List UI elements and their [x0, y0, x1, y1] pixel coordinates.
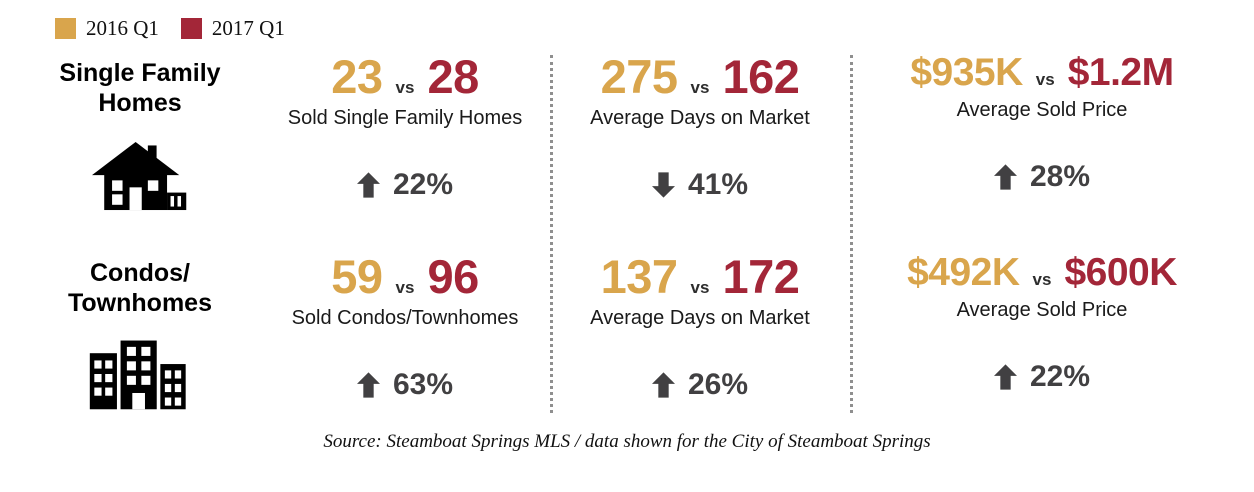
- arrow-up-icon: [993, 164, 1017, 190]
- arrow-up-icon: [356, 372, 380, 398]
- value-2016-q1: 23: [331, 50, 383, 103]
- value-2016-q1: 137: [600, 250, 678, 303]
- vs-label: vs: [690, 278, 710, 297]
- change-percent: 22%: [1029, 360, 1091, 393]
- value-2017-q1: $600K: [1064, 251, 1177, 294]
- source-note: Source: Steamboat Springs MLS / data sho…: [323, 431, 931, 452]
- row-header-condos-townhomes: Condos/ Townhomes: [20, 253, 260, 415]
- change-percent: 26%: [687, 368, 749, 401]
- stat-change: 28%: [850, 160, 1234, 194]
- vs-label: vs: [1035, 70, 1055, 89]
- stat-change: 41%: [550, 168, 850, 202]
- value-2016-q1: 275: [600, 50, 678, 103]
- arrow-up-icon: [651, 372, 675, 398]
- value-2016-q1: $492K: [907, 251, 1020, 294]
- column-divider: [850, 55, 853, 413]
- stat-label: Average Sold Price: [956, 99, 1128, 121]
- stat-values: $492K vs $600K: [850, 253, 1234, 292]
- row-header-single-family: Single Family Homes: [20, 53, 260, 219]
- stat-label: Sold Single Family Homes: [287, 107, 523, 129]
- stat-values: 275 vs 162: [550, 53, 850, 100]
- value-2017-q1: 162: [722, 50, 800, 103]
- stat-values: 59 vs 96: [260, 253, 550, 300]
- value-2017-q1: 28: [427, 50, 479, 103]
- stats-grid: Single Family Homes 23 vs 28 Sold Si: [0, 53, 1254, 415]
- value-2017-q1: 96: [427, 250, 479, 303]
- vs-label: vs: [395, 78, 415, 97]
- single-family-house-icon: [92, 138, 188, 214]
- legend-swatch-2017-q1: [180, 18, 202, 39]
- row-title-condos-townhomes: Condos/ Townhomes: [68, 259, 212, 317]
- stat-values: $935K vs $1.2M: [850, 53, 1234, 92]
- value-2017-q1: 172: [722, 250, 800, 303]
- stat-avg-sold-price-single-family: $935K vs $1.2M Average Sold Price 28%: [850, 53, 1234, 219]
- row-title-single-family: Single Family Homes: [59, 59, 221, 117]
- change-percent: 22%: [392, 168, 454, 201]
- legend: 2016 Q1 2017 Q1: [0, 0, 1254, 41]
- stat-sold-single-family: 23 vs 28 Sold Single Family Homes 22%: [260, 53, 550, 219]
- value-2016-q1: $935K: [910, 51, 1023, 94]
- change-percent: 41%: [687, 168, 749, 201]
- stat-label: Average Days on Market: [590, 307, 810, 329]
- change-percent: 28%: [1029, 160, 1091, 193]
- change-percent: 63%: [392, 368, 454, 401]
- arrow-up-icon: [356, 172, 380, 198]
- stat-change: 26%: [550, 368, 850, 402]
- stat-days-on-market-condos: 137 vs 172 Average Days on Market 26%: [550, 253, 850, 415]
- stat-change: 63%: [260, 368, 550, 402]
- stat-change: 22%: [260, 168, 550, 202]
- stat-change: 22%: [850, 360, 1234, 394]
- column-divider: [550, 55, 553, 413]
- vs-label: vs: [690, 78, 710, 97]
- stat-values: 23 vs 28: [260, 53, 550, 100]
- vs-label: vs: [395, 278, 415, 297]
- stat-label: Average Days on Market: [590, 107, 810, 129]
- legend-label-2016-q1: 2016 Q1: [86, 16, 159, 40]
- stat-values: 137 vs 172: [550, 253, 850, 300]
- vs-label: vs: [1032, 270, 1052, 289]
- stat-avg-sold-price-condos: $492K vs $600K Average Sold Price 22%: [850, 253, 1234, 415]
- value-2017-q1: $1.2M: [1067, 51, 1174, 94]
- stat-label: Average Sold Price: [956, 299, 1128, 321]
- stat-label: Sold Condos/Townhomes: [291, 307, 519, 329]
- arrow-down-icon: [651, 172, 675, 198]
- stat-sold-condos: 59 vs 96 Sold Condos/Townhomes 63%: [260, 253, 550, 415]
- value-2016-q1: 59: [331, 250, 383, 303]
- condo-buildings-icon: [88, 338, 192, 410]
- legend-swatch-2016-q1: [55, 18, 76, 39]
- stat-days-on-market-single-family: 275 vs 162 Average Days on Market 41%: [550, 53, 850, 219]
- arrow-up-icon: [993, 364, 1017, 390]
- legend-label-2017-q1: 2017 Q1: [211, 16, 285, 40]
